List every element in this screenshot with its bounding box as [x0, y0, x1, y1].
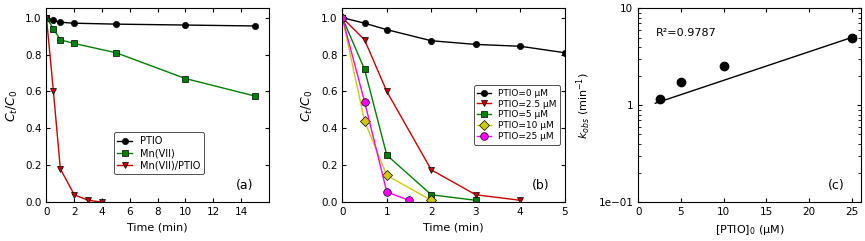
Y-axis label: $C_t$/$C_0$: $C_t$/$C_0$ [4, 89, 20, 121]
Mn(VII)/PTIO [83, 199, 93, 202]
PTIO=10 μM [359, 120, 369, 122]
PTIO=25 μM [359, 100, 369, 103]
Line: PTIO=0 μM: PTIO=0 μM [339, 14, 567, 56]
Y-axis label: $k_{obs}$ (min$^{-1}$): $k_{obs}$ (min$^{-1}$) [574, 72, 593, 139]
PTIO=2.5 μM [426, 168, 437, 171]
PTIO=10 μM [337, 16, 348, 19]
PTIO [250, 25, 260, 27]
Text: (a): (a) [236, 180, 253, 193]
PTIO=25 μM [381, 191, 392, 194]
Line: PTIO=25 μM: PTIO=25 μM [338, 14, 413, 204]
PTIO=10 μM [426, 199, 437, 202]
PTIO [69, 22, 80, 25]
Mn(VII) [42, 16, 52, 19]
Mn(VII) [180, 77, 190, 80]
PTIO=5 μM [337, 16, 348, 19]
Mn(VII) [48, 27, 59, 30]
PTIO=0 μM [515, 45, 525, 48]
PTIO [180, 24, 190, 27]
Line: PTIO=2.5 μM: PTIO=2.5 μM [339, 14, 523, 204]
Mn(VII)/PTIO [48, 90, 59, 93]
Y-axis label: $C_t$/$C_0$: $C_t$/$C_0$ [300, 89, 316, 121]
Text: (c): (c) [829, 180, 845, 193]
Mn(VII) [250, 95, 260, 98]
PTIO=25 μM [404, 199, 414, 202]
PTIO=2.5 μM [515, 199, 525, 202]
Line: PTIO=10 μM: PTIO=10 μM [339, 14, 435, 204]
Line: PTIO: PTIO [43, 14, 258, 29]
PTIO=5 μM [381, 154, 392, 157]
Line: Mn(VII): Mn(VII) [43, 14, 258, 99]
Mn(VII) [69, 42, 80, 45]
PTIO [55, 21, 66, 24]
PTIO=0 μM [426, 39, 437, 42]
X-axis label: Time (min): Time (min) [423, 222, 484, 233]
PTIO=10 μM [381, 174, 392, 177]
PTIO [42, 16, 52, 19]
PTIO=0 μM [381, 28, 392, 31]
Mn(VII)/PTIO [69, 193, 80, 196]
PTIO=2.5 μM [359, 38, 369, 41]
PTIO=0 μM [337, 16, 348, 19]
PTIO=0 μM [359, 22, 369, 25]
Text: R²=0.9787: R²=0.9787 [656, 28, 717, 38]
Legend: PTIO, Mn(VII), Mn(VII)/PTIO: PTIO, Mn(VII), Mn(VII)/PTIO [113, 132, 204, 174]
Text: (b): (b) [531, 180, 549, 193]
PTIO=0 μM [471, 43, 481, 46]
X-axis label: Time (min): Time (min) [127, 222, 188, 233]
Legend: PTIO=0 μM, PTIO=2.5 μM, PTIO=5 μM, PTIO=10 μM, PTIO=25 μM: PTIO=0 μM, PTIO=2.5 μM, PTIO=5 μM, PTIO=… [474, 85, 561, 145]
Line: Mn(VII)/PTIO: Mn(VII)/PTIO [43, 14, 106, 206]
PTIO=2.5 μM [471, 193, 481, 196]
PTIO=2.5 μM [337, 16, 348, 19]
PTIO=0 μM [560, 51, 570, 54]
X-axis label: [PTIO]$_0$ (μM): [PTIO]$_0$ (μM) [714, 222, 785, 237]
PTIO [111, 23, 121, 26]
Mn(VII)/PTIO [97, 201, 107, 204]
Mn(VII) [111, 51, 121, 54]
PTIO=25 μM [337, 16, 348, 19]
PTIO=2.5 μM [381, 90, 392, 93]
PTIO [48, 19, 59, 22]
Mn(VII) [55, 38, 66, 41]
Mn(VII)/PTIO [55, 167, 66, 170]
Mn(VII)/PTIO [42, 16, 52, 19]
PTIO=5 μM [359, 68, 369, 71]
Line: PTIO=5 μM: PTIO=5 μM [339, 14, 479, 203]
PTIO=5 μM [471, 199, 481, 202]
PTIO=5 μM [426, 193, 437, 196]
